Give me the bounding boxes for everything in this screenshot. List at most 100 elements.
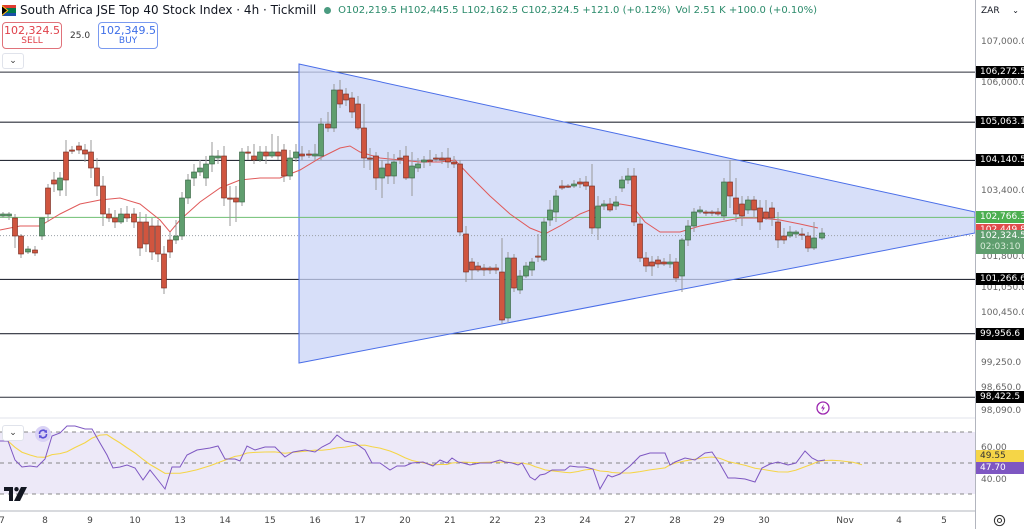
candle — [257, 151, 263, 161]
time-tick: 13 — [174, 516, 186, 526]
candle — [131, 213, 137, 223]
rsi-series — [0, 425, 863, 491]
candle — [209, 155, 215, 165]
candle — [433, 157, 439, 160]
tradingview-logo[interactable] — [4, 487, 28, 501]
candle — [523, 265, 529, 277]
candle — [94, 167, 100, 187]
price-level-label: 98,422.5 — [976, 391, 1024, 404]
candle — [0, 213, 6, 217]
candle — [76, 145, 82, 151]
candle — [379, 167, 385, 179]
candle — [161, 253, 167, 289]
rsi-tick: 60.00 — [981, 443, 1007, 453]
candle — [88, 151, 94, 169]
candle — [535, 255, 541, 258]
candle — [577, 181, 583, 185]
currency-selector[interactable]: ZAR ⌄ — [978, 2, 1022, 19]
ma-line — [0, 145, 819, 235]
price-tick: 98,650.0 — [981, 382, 1022, 393]
candle — [529, 261, 535, 271]
candle — [312, 153, 318, 157]
candle — [227, 197, 233, 200]
candle — [733, 197, 739, 215]
candle — [601, 203, 607, 207]
candle — [805, 235, 811, 249]
candle — [409, 165, 415, 179]
symbol-title[interactable]: South Africa JSE Top 40 Stock Index · 4h… — [20, 3, 317, 17]
candle — [51, 179, 57, 185]
price-tick: 98,090.0 — [981, 406, 1022, 417]
candle — [727, 181, 733, 197]
symmetrical-triangle-drawing[interactable] — [298, 63, 976, 364]
candle — [100, 185, 106, 215]
price-tick: 103,400.0 — [981, 186, 1024, 197]
candle — [517, 275, 523, 291]
time-tick: 10 — [129, 516, 141, 526]
sell-button[interactable]: 102,324.5 SELL — [2, 22, 62, 49]
trade-panel: 102,324.5 SELL 25.0 102,349.5 BUY — [2, 22, 159, 49]
price-level-label: 105,063.1 — [976, 116, 1024, 129]
candle — [739, 203, 745, 217]
price-tick: 106,000.0 — [981, 78, 1024, 89]
time-tick: 20 — [399, 516, 411, 526]
rsi-ma-line — [0, 434, 863, 474]
time-tick: 27 — [624, 516, 636, 526]
candle — [445, 157, 451, 163]
candle — [751, 199, 757, 211]
lightning-icon[interactable] — [816, 401, 830, 415]
time-tick: 5 — [941, 516, 947, 526]
candle — [251, 155, 257, 161]
ohlc-values: O102,219.5 H102,445.5 L102,162.5 C102,32… — [338, 4, 671, 16]
candle — [167, 239, 173, 253]
candle — [263, 151, 269, 157]
candle — [306, 153, 312, 156]
chevron-down-icon: ⌄ — [9, 428, 17, 438]
candle — [355, 103, 361, 129]
time-tick: 9 — [87, 516, 93, 526]
price-axis[interactable] — [975, 0, 1024, 529]
candle — [69, 149, 75, 152]
candle — [373, 155, 379, 179]
candle — [215, 155, 221, 159]
candle — [547, 209, 553, 221]
candle — [415, 163, 421, 169]
spread-value: 25.0 — [70, 30, 91, 41]
time-tick: 4 — [896, 516, 902, 526]
candle — [137, 221, 143, 249]
candle — [631, 175, 637, 223]
candle — [239, 151, 245, 203]
candle — [191, 171, 197, 179]
candle — [559, 185, 565, 189]
price-level-label: 106,272.5 — [976, 66, 1024, 79]
candle — [745, 199, 751, 211]
triangle-shape[interactable] — [298, 63, 976, 364]
currency-label: ZAR — [981, 5, 1000, 16]
candle — [757, 207, 763, 223]
time-tick: 30 — [758, 516, 770, 526]
candle — [541, 221, 547, 261]
candle — [349, 97, 355, 113]
candle — [703, 211, 709, 214]
rsi-value-label: 47.70 — [976, 462, 1024, 474]
candle — [6, 213, 12, 217]
refresh-icon[interactable] — [35, 426, 51, 442]
time-tick: 28 — [669, 516, 681, 526]
buy-button[interactable]: 102,349.5 BUY — [98, 22, 159, 49]
collapse-rsi-legend-button[interactable]: ⌄ — [2, 425, 24, 441]
market-status-dot — [324, 6, 332, 14]
candle — [269, 151, 275, 157]
candle — [451, 161, 457, 165]
candle — [299, 153, 305, 157]
time-tick: 24 — [579, 516, 591, 526]
candle — [427, 159, 433, 162]
collapse-legend-button[interactable]: ⌄ — [2, 53, 24, 69]
candle — [607, 203, 613, 211]
candle — [469, 261, 475, 271]
candle — [155, 225, 161, 255]
settings-icon[interactable] — [993, 514, 1006, 527]
candle — [613, 201, 619, 207]
candle — [589, 185, 595, 229]
candle — [275, 151, 281, 157]
